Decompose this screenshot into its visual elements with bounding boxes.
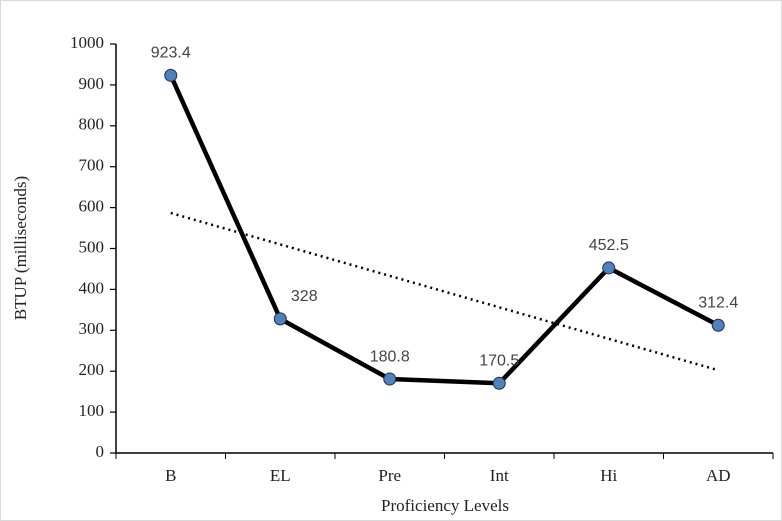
data-label: 328	[291, 288, 318, 305]
data-point	[273, 312, 287, 326]
data-point	[164, 68, 178, 82]
y-tick-label: 800	[79, 115, 105, 134]
y-tick-label: 500	[79, 237, 105, 256]
y-tick-label: 700	[79, 156, 105, 175]
data-label: 312.4	[698, 294, 738, 311]
x-tick-label: Hi	[600, 466, 617, 485]
data-point	[492, 376, 506, 390]
data-label: 452.5	[589, 237, 629, 254]
x-tick-label: Pre	[378, 466, 401, 485]
data-line	[168, 74, 720, 386]
data-point	[383, 372, 397, 386]
y-tick-label: 900	[79, 74, 105, 93]
x-tick-label: Int	[490, 466, 509, 485]
y-tick-label: 400	[79, 278, 105, 297]
y-tick-label: 0	[96, 442, 105, 461]
y-tick-label: 1000	[70, 33, 104, 52]
y-tick-label: 300	[79, 319, 105, 338]
y-tick-label: 100	[79, 401, 105, 420]
trendline	[170, 211, 719, 372]
data-point	[711, 318, 725, 332]
y-axis-title: BTUP (milliseconds)	[11, 176, 30, 320]
y-tick-label: 600	[79, 197, 105, 216]
x-tick-label: AD	[706, 466, 731, 485]
data-point	[602, 261, 616, 275]
y-tick-label: 200	[79, 360, 105, 379]
data-label: 923.4	[151, 45, 191, 62]
x-tick-label: B	[165, 466, 176, 485]
data-label: 170.5	[479, 352, 519, 369]
x-tick-label: EL	[270, 466, 291, 485]
x-axis-title: Proficiency Levels	[381, 496, 509, 515]
data-label: 180.8	[370, 348, 410, 365]
